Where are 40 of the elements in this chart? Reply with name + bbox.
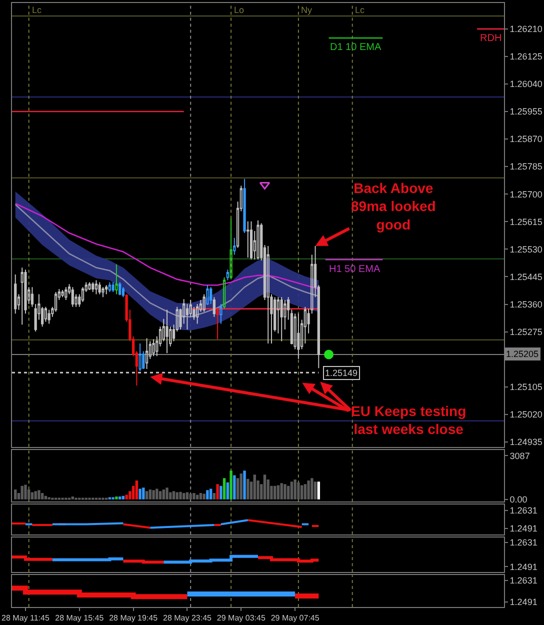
x-tick-label: 29 May 03:45 [216,614,266,623]
x-tick-label: 28 May 19:45 [109,614,158,623]
y-tick-label: 0.00 [510,494,528,505]
y-tick-label: 1.25445 [510,272,542,282]
ref-line-label: Lc [32,5,42,15]
y-tick-label: 1.25275 [510,326,542,337]
y-tick-label: 1.26210 [510,24,542,34]
x-tick-label: 28 May 23:45 [162,614,212,623]
x-tick-label: 28 May 15:45 [55,614,104,623]
y-tick-label: 1.25785 [510,162,542,172]
y-tick-label: 1.2491 [510,562,538,572]
y-tick-label: 1.26125 [510,52,542,62]
y-tick-label: 1.25105 [510,382,542,392]
series-label: RDH [480,33,502,44]
y-tick-label: 1.2631 [510,506,538,516]
ref-line-label: Lo [234,5,244,15]
ref-line-label: Lc [355,5,366,15]
series-label: D1 10 EMA [330,42,382,53]
y-tick-label: 1.24935 [510,437,542,448]
x-tick-label: 28 May 11:45 [2,614,50,623]
y-tick-label: 1.25700 [510,189,542,200]
y-tick-label: 1.2631 [510,538,538,548]
y-tick-label: 1.25530 [510,244,542,254]
x-tick-label: 29 May 07:45 [270,614,320,623]
ref-line-label: 1.25149 [325,368,358,378]
y-tick-label: 1.25020 [510,410,542,420]
y-tick-label: 1.2631 [510,575,538,586]
ref-line-label: Ny [301,5,312,15]
y-tick-label: 1.25955 [510,106,542,117]
y-tick-label: 1.26040 [510,79,542,90]
y-tick-label: 3087 [510,450,530,461]
y-tick-label: 1.25870 [510,134,542,144]
annotation: Back Above 89ma looked good [351,180,436,232]
series-label: H1 50 EMA [329,264,380,275]
y-tick-label: 1.25360 [510,299,542,310]
y-tick-label: 1.2491 [510,597,538,608]
y-tick-label: 1.25615 [510,216,542,227]
y-tick-label: 1.2491 [510,524,538,534]
annotation: EU Keeps testing last weeks close [351,403,466,438]
ref-line-label: 1.25205 [506,349,539,359]
